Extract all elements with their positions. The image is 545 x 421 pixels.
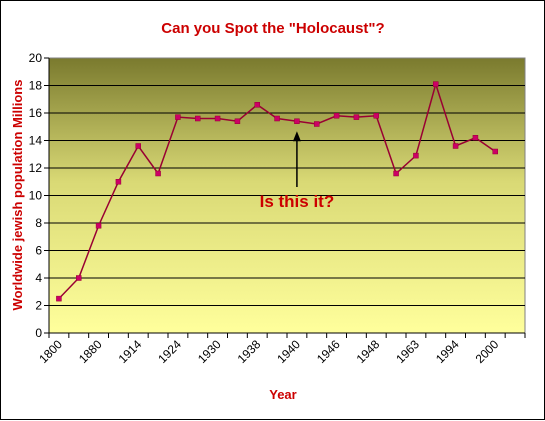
y-tick-label: 0 (35, 326, 42, 340)
data-point (76, 275, 82, 281)
y-tick-label: 18 (29, 79, 43, 93)
y-tick-label: 6 (35, 244, 42, 258)
y-axis-title: Worldwide jewish population Millions (10, 80, 25, 311)
x-tick-label: 1914 (116, 337, 145, 366)
x-tick-label: 2000 (473, 337, 502, 366)
x-tick-label: 1963 (393, 337, 422, 366)
data-point (373, 113, 379, 119)
x-tick-label: 1800 (36, 337, 65, 366)
x-axis-title: Year (269, 387, 296, 402)
data-point (294, 118, 300, 124)
data-point (56, 295, 62, 302)
x-tick-label: 1880 (76, 337, 105, 366)
y-tick-label: 2 (35, 299, 42, 313)
data-point (472, 135, 479, 141)
x-tick-label: 1930 (195, 337, 224, 366)
data-point (413, 152, 419, 159)
data-point (155, 170, 161, 177)
data-point (333, 113, 340, 119)
annotation-arrow-head (292, 131, 301, 142)
x-tick-label: 1924 (155, 337, 184, 366)
x-tick-label: 1946 (314, 337, 343, 366)
annotation-label: Is this it? (260, 192, 335, 211)
y-tick-label: 4 (35, 271, 42, 285)
data-point (135, 143, 141, 149)
y-tick-label: 20 (29, 51, 43, 65)
x-tick-label: 1948 (354, 337, 383, 366)
data-point (234, 118, 241, 124)
data-point (274, 115, 280, 122)
data-point (314, 121, 320, 127)
x-tick-label: 1994 (433, 337, 462, 366)
data-point (195, 115, 201, 122)
y-tick-label: 12 (29, 161, 43, 175)
data-point (452, 143, 459, 149)
chart-title: Can you Spot the "Holocaust"? (161, 20, 384, 37)
y-tick-label: 14 (29, 134, 43, 148)
data-point (95, 223, 102, 229)
data-point (492, 148, 498, 155)
y-tick-label: 10 (29, 189, 43, 203)
data-point (433, 81, 439, 87)
data-point (214, 115, 221, 122)
x-tick-label: 1940 (274, 337, 303, 366)
data-point (254, 102, 260, 108)
y-tick-label: 16 (29, 106, 43, 120)
y-tick-label: 8 (35, 216, 42, 230)
data-point (175, 114, 181, 120)
data-point (115, 179, 122, 185)
data-point (353, 114, 360, 120)
x-tick-label: 1938 (235, 337, 264, 366)
data-point (393, 170, 399, 177)
